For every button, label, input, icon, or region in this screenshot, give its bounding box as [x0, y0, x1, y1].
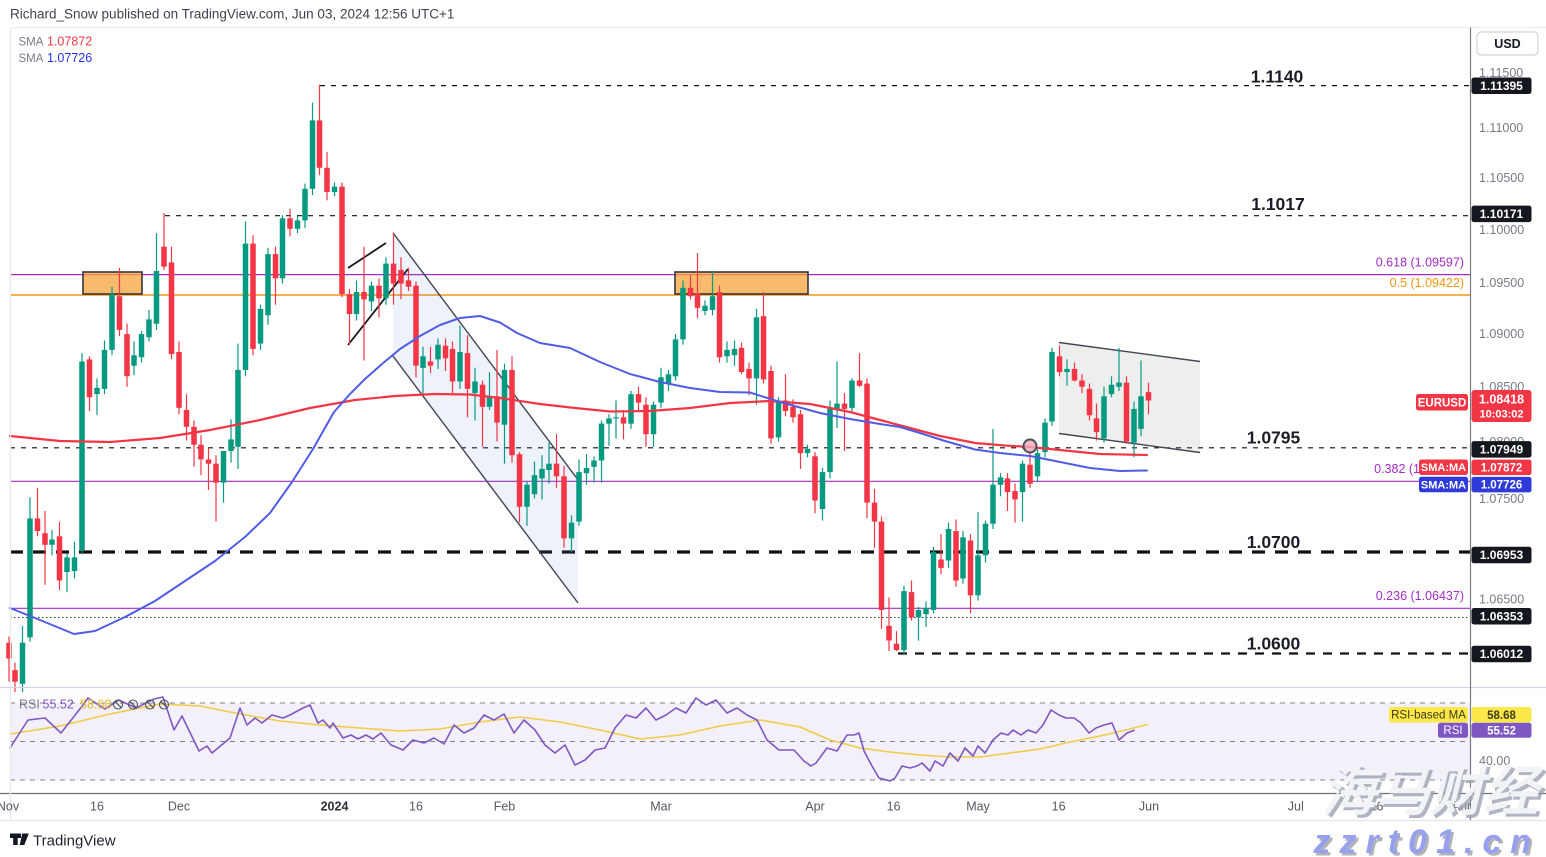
svg-text:Feb: Feb — [494, 800, 516, 814]
svg-text:40.00: 40.00 — [1479, 754, 1510, 768]
svg-text:16: 16 — [1052, 800, 1066, 814]
svg-text:16: 16 — [887, 800, 901, 814]
svg-text:1.10171: 1.10171 — [1480, 207, 1524, 221]
svg-text:1.06500: 1.06500 — [1479, 593, 1524, 607]
svg-text:1.07726: 1.07726 — [1481, 480, 1523, 492]
svg-text:1.07500: 1.07500 — [1479, 492, 1524, 506]
svg-text:16: 16 — [409, 800, 423, 814]
svg-text:海马财经: 海马财经 — [1325, 765, 1546, 825]
svg-text:1.0700: 1.0700 — [1247, 532, 1301, 552]
svg-text:Richard_Snow published on Trad: Richard_Snow published on TradingView.co… — [10, 7, 454, 22]
svg-text:0.382 (1: 0.382 (1 — [1374, 462, 1420, 476]
svg-text:Mar: Mar — [650, 800, 672, 814]
svg-text:1.11395: 1.11395 — [1480, 79, 1523, 93]
svg-text:Aug: Aug — [1452, 800, 1474, 814]
svg-text:0.5 (1.09422): 0.5 (1.09422) — [1390, 276, 1464, 290]
svg-text:2024: 2024 — [321, 800, 349, 814]
svg-text:1.07949: 1.07949 — [1480, 443, 1524, 457]
svg-text:Jul: Jul — [1288, 800, 1304, 814]
svg-text:1.1017: 1.1017 — [1251, 194, 1305, 214]
svg-text:Dec: Dec — [168, 800, 190, 814]
svg-text:zzrt01.cn: zzrt01.cn — [1315, 826, 1543, 857]
svg-text:SMA: SMA — [19, 37, 44, 49]
svg-text:SMA: SMA — [19, 53, 44, 65]
svg-text:1.06012: 1.06012 — [1480, 647, 1524, 661]
svg-text:1.09000: 1.09000 — [1479, 327, 1524, 341]
svg-text:RSI: RSI — [19, 698, 40, 712]
svg-text:May: May — [966, 800, 990, 814]
svg-text:USD: USD — [1494, 37, 1520, 51]
svg-text:1.09500: 1.09500 — [1479, 276, 1524, 290]
svg-text:1.07872: 1.07872 — [47, 35, 92, 49]
svg-text:1.06353: 1.06353 — [1480, 609, 1524, 623]
svg-text:16: 16 — [1370, 800, 1384, 814]
svg-text:16: 16 — [90, 800, 104, 814]
svg-text:zzrt01.cn: zzrt01.cn — [1313, 823, 1541, 857]
svg-text:10:03:02: 10:03:02 — [1479, 409, 1523, 421]
svg-text:1.11000: 1.11000 — [1479, 121, 1523, 135]
svg-text:1.10500: 1.10500 — [1479, 171, 1524, 185]
svg-text:RSI-based MA: RSI-based MA — [1391, 710, 1466, 722]
svg-text:1.07872: 1.07872 — [1481, 462, 1523, 474]
svg-text:1.08418: 1.08418 — [1479, 393, 1524, 407]
svg-text:1.07726: 1.07726 — [47, 51, 92, 65]
svg-text:55.52: 55.52 — [1487, 725, 1516, 737]
svg-text:1.0795: 1.0795 — [1247, 428, 1301, 448]
svg-text:Apr: Apr — [805, 800, 824, 814]
svg-text:58.68: 58.68 — [1487, 710, 1516, 722]
svg-text:0.236 (1.06437): 0.236 (1.06437) — [1376, 589, 1464, 603]
svg-text:海马财经: 海马财经 — [1322, 762, 1544, 822]
svg-text:1.1140: 1.1140 — [1251, 67, 1304, 87]
svg-text:SMA:MA: SMA:MA — [1421, 479, 1466, 491]
svg-text:Nov: Nov — [0, 800, 20, 814]
svg-text:Jun: Jun — [1139, 800, 1159, 814]
svg-text:1.11500: 1.11500 — [1479, 66, 1523, 80]
svg-text:1.0600: 1.0600 — [1247, 634, 1301, 654]
svg-text:RSI: RSI — [1443, 725, 1462, 737]
svg-text:TradingView: TradingView — [33, 833, 116, 850]
svg-text:1.06953: 1.06953 — [1480, 548, 1524, 562]
svg-text:0.618 (1.09597): 0.618 (1.09597) — [1376, 256, 1464, 270]
svg-text:EURUSD: EURUSD — [1418, 397, 1467, 409]
svg-text:55.52: 55.52 — [43, 698, 74, 712]
svg-text:58.68: 58.68 — [80, 698, 111, 712]
svg-text:1.10000: 1.10000 — [1479, 223, 1524, 237]
svg-text:SMA:MA: SMA:MA — [1421, 462, 1466, 474]
